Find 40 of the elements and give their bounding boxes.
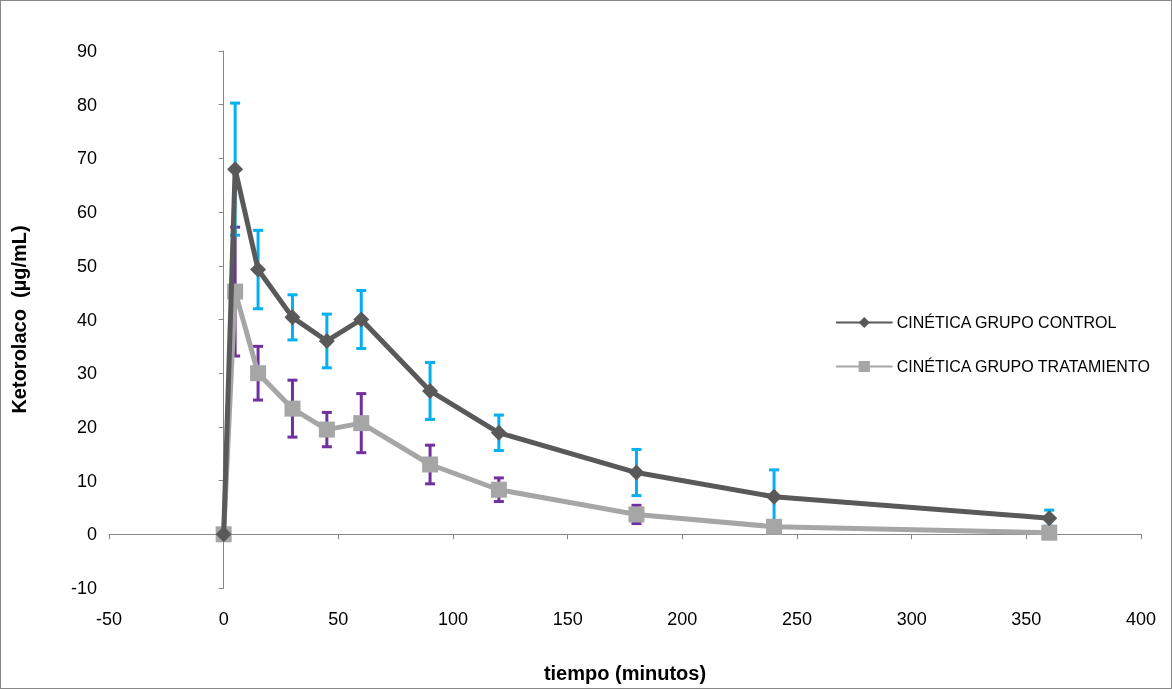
y-tick-label: 50: [76, 255, 97, 276]
point: [250, 261, 267, 278]
x-tick-label: 100: [437, 609, 469, 629]
y-tick-label: 30: [76, 363, 97, 384]
x-tick-label: 50: [328, 609, 349, 629]
x-tick-label: 200: [667, 609, 698, 629]
y-tick-label: 10: [76, 470, 97, 491]
point: [766, 518, 783, 535]
y-tick-label: 60: [76, 202, 97, 223]
point: [353, 311, 370, 328]
x-tick-label: 0: [218, 609, 229, 629]
x-tick-label: -50: [95, 609, 123, 629]
y-tick-label: 90: [76, 41, 97, 61]
point: [490, 424, 507, 441]
point: [250, 365, 267, 382]
point: [318, 421, 335, 438]
y-tick-label: 40: [76, 309, 97, 330]
y-tick-label: 0: [86, 524, 97, 545]
x-tick-label: 350: [1011, 609, 1042, 629]
y-axis-title: Ketorolaco (µg/mL): [8, 225, 30, 414]
point: [490, 481, 507, 498]
point: [422, 456, 439, 473]
point: [284, 400, 301, 417]
y-tick-label: -10: [70, 578, 97, 598]
x-tick-label: 300: [896, 609, 927, 629]
point: [284, 309, 301, 326]
x-tick-label: 400: [1125, 609, 1157, 629]
x-axis-title: tiempo (minutos): [543, 662, 707, 684]
legend-label: CINÉTICA GRUPO CONTROL: [896, 313, 1117, 331]
y-tick-label: 20: [76, 416, 97, 437]
y-tick-label: 70: [76, 148, 97, 169]
legend-label: CINÉTICA GRUPO TRATAMIENTO: [896, 357, 1150, 375]
point: [766, 488, 783, 505]
point: [353, 415, 370, 432]
x-tick-label: 250: [781, 609, 813, 629]
point: [628, 464, 645, 481]
point: [318, 332, 335, 349]
point: [422, 382, 439, 399]
x-tick-label: 150: [552, 609, 583, 629]
y-tick-label: 80: [76, 94, 97, 115]
